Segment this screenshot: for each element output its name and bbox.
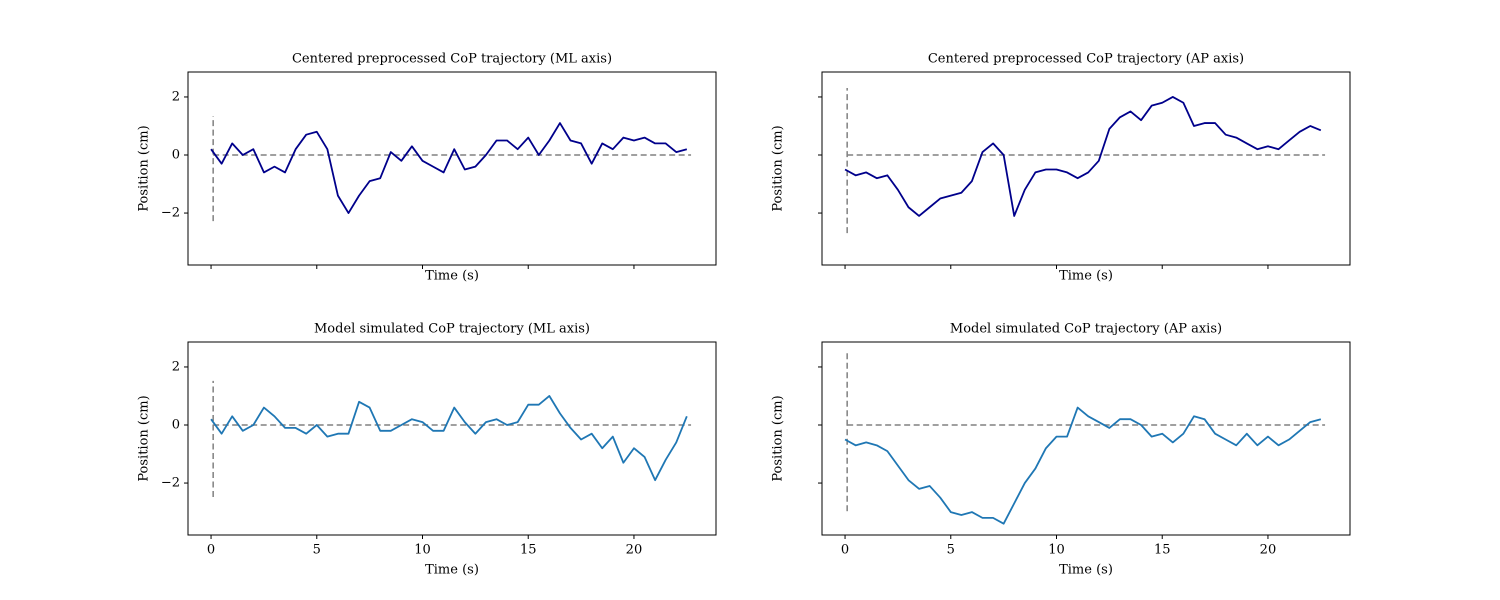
y-tick-label: 0 [172,418,180,433]
y-axis-label: Position (cm) [137,125,152,211]
x-tick-label: 15 [1154,543,1171,558]
x-tick-label: 10 [414,543,431,558]
x-tick-label: 20 [1260,543,1277,558]
x-tick-label: 5 [947,543,955,558]
x-tick-label: 20 [626,543,643,558]
chart-title: Centered preprocessed CoP trajectory (ML… [292,52,612,67]
data-line [844,96,1322,217]
x-axis-label: Time (s) [425,269,479,284]
plot-frame [821,341,1351,536]
x-tick-label: 0 [841,543,849,558]
x-tick-label: 5 [313,543,321,558]
y-axis-label: Position (cm) [771,395,786,481]
data-line [210,395,688,482]
x-tick-label: 10 [1048,543,1065,558]
y-axis-label: Position (cm) [137,395,152,481]
y-tick-label: 2 [172,359,180,374]
chart-title: Model simulated CoP trajectory (AP axis) [950,322,1222,337]
data-line [844,406,1322,525]
chart-title: Model simulated CoP trajectory (ML axis) [314,322,590,337]
x-tick-label: 15 [520,543,537,558]
y-tick-label: 2 [172,89,180,104]
chart-title: Centered preprocessed CoP trajectory (AP… [928,52,1244,67]
y-tick-label: 0 [172,148,180,163]
plot-frame [187,341,717,536]
x-axis-label: Time (s) [425,563,479,578]
y-tick-label: −2 [161,476,180,491]
plot-frame [187,71,717,266]
data-line [210,122,688,214]
y-tick-label: −2 [161,206,180,221]
plot-frame [821,71,1351,266]
x-tick-label: 0 [207,543,215,558]
x-axis-label: Time (s) [1059,563,1113,578]
x-axis-label: Time (s) [1059,269,1113,284]
y-axis-label: Position (cm) [771,125,786,211]
